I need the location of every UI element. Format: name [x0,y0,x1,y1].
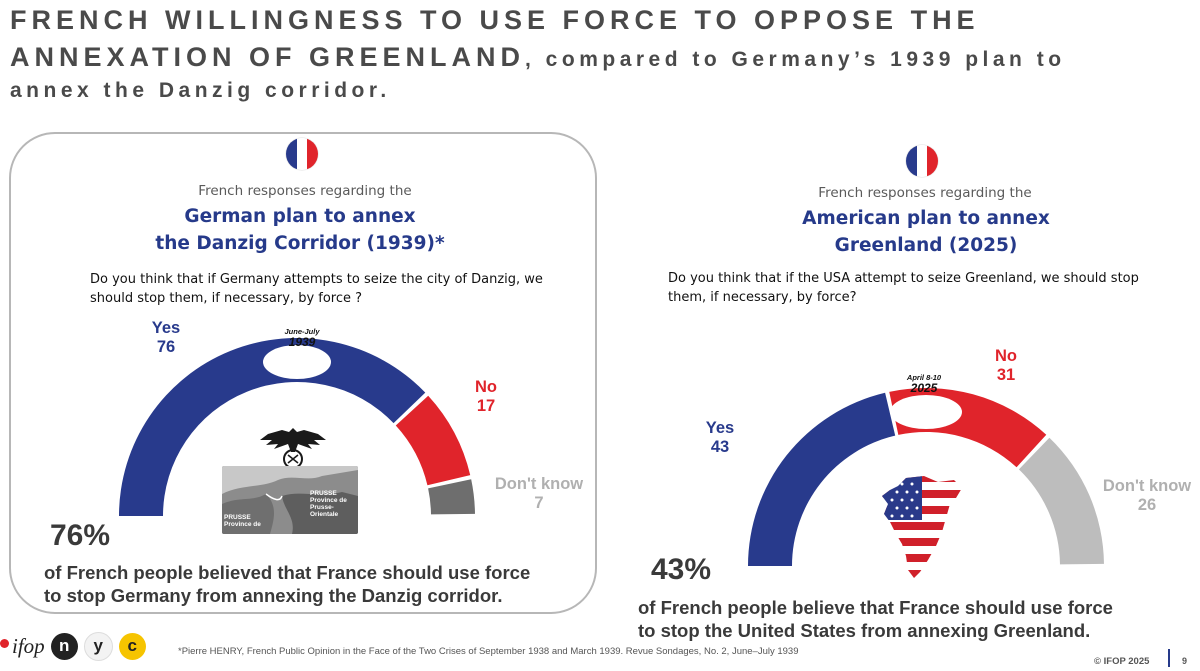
left-caption: of French people believed that France sh… [44,561,594,607]
right-no-label: No 31 [985,347,1027,385]
right-no-category: No [995,347,1017,365]
right-question: Do you think that if the USA attempt to … [668,269,1148,307]
left-dk-label: Don't know 7 [488,475,590,513]
left-caption-line2: to stop Germany from annexing the Danzig… [44,585,503,606]
left-question-line1: Do you think that if Germany attempts to… [90,272,543,287]
left-slice-don-t-know [428,479,475,515]
ifop-logo-dot [0,638,9,648]
left-slice-no [395,395,471,486]
left-date-year: 1939 [288,335,316,349]
right-big-percentage: 43% [651,553,712,586]
right-no-value: 31 [996,366,1016,384]
right-question-line2: them, if necessary, by force? [668,290,857,305]
right-caption-line1: of French people believe that France sho… [638,597,1113,618]
right-dk-category: Don't know [1102,477,1192,495]
ifop-logo-text: ifop [12,633,45,658]
copyright: © IFOP 2025 [1094,656,1150,667]
left-yes-value: 76 [156,338,176,356]
left-no-value: 17 [476,397,496,415]
left-no-category: No [475,378,497,396]
left-title-line2: the Danzig Corridor (1939)* [155,233,445,254]
right-yes-value: 43 [710,438,730,456]
footnote: *Pierre HENRY, French Public Opinion in … [178,646,799,657]
map-label-province-east: Province de [310,497,347,504]
right-title-line2: Greenland (2025) [834,235,1018,256]
logo-n: n [50,632,78,660]
danzig-map-label-west: PRUSSE Province de [224,514,261,528]
page-number: 9 [1182,656,1188,666]
danzig-map-image: PRUSSE Province de Prusse-Orientale PRUS… [222,466,358,534]
french-flag-icon [906,145,938,177]
right-date-year: 2025 [910,381,938,395]
title-main: FRENCH WILLINGNESS TO USE FORCE TO OPPOS… [10,5,980,72]
left-date-small: June-July [284,327,320,336]
left-panel-title: German plan to annex the Danzig Corridor… [100,203,500,257]
right-date-badge: April 8-10 2025 [886,373,962,395]
page-title: FRENCH WILLINGNESS TO USE FORCE TO OPPOS… [10,4,1190,104]
right-question-line1: Do you think that if the USA attempt to … [668,271,1139,286]
right-date-badge-bg [890,395,962,429]
danzig-map-label-east: PRUSSE Province de Prusse-Orientale [310,490,358,518]
left-dk-value: 7 [534,494,544,512]
left-yes-category: Yes [151,319,181,337]
right-yes-category: Yes [705,419,735,437]
footer-divider [1168,649,1170,667]
left-slice-yes [119,337,426,516]
right-date-small: April 8-10 [906,373,942,382]
right-title-line1: American plan to annex [802,208,1050,229]
left-panel-frame [9,132,597,614]
map-label-prusse-orientale: Prusse-Orientale [310,504,339,518]
right-slice-don-t-know [1018,437,1104,565]
right-gauge-chart [748,388,1104,566]
right-response-label: French responses regarding the [818,185,1032,201]
footer-logos: ifop n y c [0,629,146,663]
left-date-badge: June-July 1939 [264,327,340,349]
french-flag-icon [286,138,318,170]
left-response-label: French responses regarding the [198,183,412,199]
right-panel-title: American plan to annex Greenland (2025) [726,205,1126,259]
right-caption: of French people believe that France sho… [638,596,1198,642]
right-slice-yes [748,392,896,566]
title-sub: , compared to Germany’s 1939 plan to [525,48,1066,71]
left-date-badge-bg [263,345,331,379]
logo-c: c [118,632,146,660]
logo-y: y [83,631,113,661]
left-big-percentage: 76% [50,519,111,552]
ifop-logo: ifop [0,633,45,659]
title-sub2: annex the Danzig corridor. [10,79,391,102]
map-label-prusse-west: PRUSSE [224,514,251,521]
danzig-map-shapes [222,466,358,534]
greenland-us-flag-map-icon [882,476,962,578]
left-dk-category: Don't know [494,475,584,493]
left-question: Do you think that if Germany attempts to… [90,270,560,308]
right-dk-value: 26 [1137,496,1157,514]
left-no-label: No 17 [465,378,507,416]
right-yes-label: Yes 43 [700,419,740,457]
eagle-emblem-icon [260,428,326,469]
map-label-province-west: Province de [224,521,261,528]
map-label-prusse-east: PRUSSE [310,490,337,497]
left-gauge-chart [119,337,475,516]
right-caption-line2: to stop the United States from annexing … [638,620,1091,641]
left-caption-line1: of French people believed that France sh… [44,562,531,583]
right-dk-label: Don't know 26 [1096,477,1198,515]
left-title-line1: German plan to annex [184,206,416,227]
left-question-line2: should stop them, if necessary, by force… [90,291,363,306]
left-yes-label: Yes 76 [140,319,192,357]
